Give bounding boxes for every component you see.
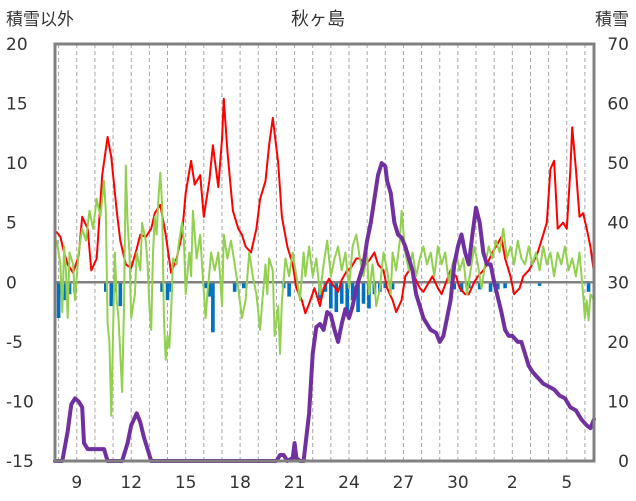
- left-axis-label: 積雪以外: [6, 10, 74, 30]
- bar: [334, 282, 339, 313]
- bar: [503, 282, 507, 289]
- bar: [67, 282, 72, 295]
- chart-title: 秋ヶ島: [291, 9, 345, 30]
- x-tick-label: 5: [561, 473, 572, 493]
- right-tick-label: 0: [618, 452, 629, 472]
- x-tick-label: 15: [175, 473, 197, 493]
- bar: [350, 282, 355, 301]
- right-tick-label: 50: [607, 154, 629, 174]
- bar: [104, 282, 108, 292]
- bar: [496, 282, 500, 290]
- bar: [356, 282, 360, 313]
- x-tick-labels: 9 12 15 18 21 24 27 30 2 5: [71, 473, 572, 493]
- bar: [109, 282, 114, 307]
- bar: [586, 282, 591, 292]
- bar: [165, 282, 170, 301]
- red-series-line: [55, 97, 595, 315]
- series-lines: [53, 97, 596, 463]
- bar: [160, 282, 164, 292]
- x-tick-label: 24: [338, 473, 360, 493]
- bar: [241, 282, 246, 289]
- bar: [287, 282, 291, 297]
- bar: [323, 282, 328, 292]
- right-axis-label: 積雪: [595, 10, 629, 30]
- left-tick-label: 15: [6, 95, 28, 115]
- bar: [390, 282, 395, 290]
- left-tick-labels: 20 15 10 5 0 -5 -10 -15: [6, 35, 34, 472]
- x-tick-label: 9: [71, 473, 82, 493]
- left-tick-label: 20: [6, 35, 28, 55]
- left-tick-label: -15: [6, 452, 34, 472]
- x-tick-label: 18: [229, 473, 251, 493]
- bar: [345, 282, 349, 316]
- right-tick-label: 20: [607, 333, 629, 353]
- bar: [232, 282, 237, 292]
- bar: [207, 282, 212, 297]
- right-tick-label: 40: [607, 214, 629, 234]
- bar: [211, 282, 215, 333]
- left-tick-label: -10: [6, 392, 34, 412]
- x-tick-label: 30: [447, 473, 469, 493]
- purple-series-line: [53, 161, 596, 463]
- left-tick-label: 5: [6, 214, 17, 234]
- bar: [56, 282, 61, 319]
- green-series-line: [55, 164, 595, 417]
- right-tick-labels: 70 60 50 40 30 20 10 0: [607, 35, 629, 472]
- bar: [329, 282, 333, 309]
- bar: [488, 282, 493, 292]
- left-tick-label: 0: [6, 273, 17, 293]
- x-tick-label: 27: [393, 473, 415, 493]
- left-tick-label: -5: [6, 333, 23, 353]
- bar: [477, 282, 482, 290]
- bar: [339, 282, 344, 304]
- right-tick-label: 10: [607, 392, 629, 412]
- bar: [118, 282, 123, 307]
- bar: [203, 282, 208, 289]
- bar: [537, 282, 542, 286]
- right-tick-label: 30: [607, 273, 629, 293]
- bar: [367, 282, 371, 309]
- right-tick-label: 70: [607, 35, 629, 55]
- x-tick-label: 21: [284, 473, 306, 493]
- left-tick-label: 10: [6, 154, 28, 174]
- bar: [361, 282, 366, 304]
- bar: [62, 282, 66, 301]
- x-tick-label: 12: [120, 473, 142, 493]
- plot-frame: [53, 42, 596, 463]
- bar: [452, 282, 457, 290]
- right-tick-label: 60: [607, 95, 629, 115]
- bar: [383, 282, 388, 289]
- bar: [459, 282, 464, 292]
- x-tick-label: 2: [507, 473, 518, 493]
